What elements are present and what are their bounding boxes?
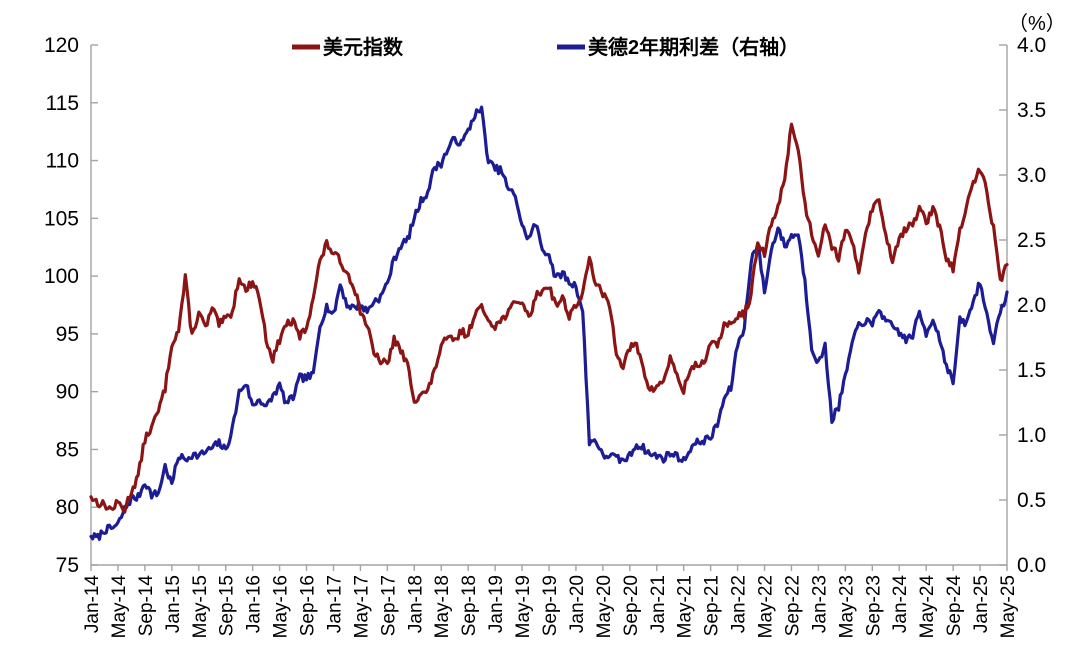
x-axis-tick-label: Sep-23 bbox=[863, 575, 884, 636]
x-axis-tick-label: Sep-15 bbox=[217, 575, 238, 636]
left-axis-tick-label: 120 bbox=[44, 34, 79, 57]
x-axis-tick-label: May-22 bbox=[756, 575, 777, 638]
left-axis-tick-label: 100 bbox=[44, 265, 79, 288]
x-axis-tick-label: Jan-23 bbox=[809, 575, 830, 633]
x-axis-tick-label: Jan-15 bbox=[163, 575, 184, 633]
x-axis-tick-label: May-20 bbox=[594, 575, 615, 638]
series-usd-index-line bbox=[89, 122, 1009, 514]
right-axis-tick-label: 4.0 bbox=[1017, 34, 1046, 57]
x-axis-tick-label: May-25 bbox=[998, 575, 1019, 638]
left-axis-tick-label: 90 bbox=[56, 381, 79, 404]
left-axis-tick-label: 80 bbox=[56, 496, 79, 519]
right-axis-tick-label: 0.5 bbox=[1017, 489, 1046, 512]
x-axis-tick-label: May-23 bbox=[836, 575, 857, 638]
x-axis-tick-label: Jan-20 bbox=[567, 575, 588, 633]
right-axis-tick-label: 1.5 bbox=[1017, 359, 1046, 382]
left-axis-tick-label: 95 bbox=[56, 323, 79, 346]
plot-area: 75 80 85 90 95 100 105 110 115 120 0.0 0.5 1.0 1.5 2.0… bbox=[44, 34, 1046, 638]
left-axis-tick-label: 110 bbox=[46, 150, 79, 173]
x-axis-tick-label: Jan-24 bbox=[890, 575, 911, 634]
x-axis-tick-label: Jan-18 bbox=[405, 575, 426, 633]
x-axis-tick-label: Jan-19 bbox=[486, 575, 507, 633]
x-axis-tick-label: Sep-19 bbox=[540, 575, 561, 636]
left-axis-tick-label: 105 bbox=[44, 207, 79, 230]
right-axis-unit-label: （%） bbox=[1008, 12, 1066, 35]
x-axis-tick-label: Jan-16 bbox=[244, 575, 265, 633]
x-axis-tick-label: May-19 bbox=[513, 575, 534, 638]
legend-label-spread: 美德2年期利差（右轴） bbox=[588, 35, 799, 59]
legend-label-usd-index: 美元指数 bbox=[323, 35, 404, 59]
right-axis-tick-label: 3.0 bbox=[1017, 164, 1046, 187]
right-axis-tick-label: 2.5 bbox=[1017, 229, 1046, 252]
chart-legend: 美元指数 美德2年期利差（右轴） bbox=[292, 35, 799, 59]
x-axis-tick-label: Jan-21 bbox=[648, 575, 669, 633]
x-axis-tick-label: Sep-24 bbox=[944, 575, 965, 637]
series-us-de-2y-spread-line bbox=[89, 105, 1009, 541]
x-axis-tick-label: Sep-21 bbox=[702, 575, 723, 636]
left-axis-tick-label: 115 bbox=[46, 92, 79, 115]
x-axis-tick-label: Sep-22 bbox=[782, 575, 803, 636]
right-axis-tick-label: 3.5 bbox=[1017, 99, 1046, 122]
x-axis-tick-label: May-24 bbox=[917, 575, 938, 639]
x-axis-tick-label: Sep-16 bbox=[298, 575, 319, 636]
right-axis-tick-label: 2.0 bbox=[1017, 294, 1046, 317]
x-axis-tick-label: Sep-20 bbox=[621, 575, 642, 636]
x-axis-tick-label: Jan-17 bbox=[324, 575, 345, 633]
x-axis-tick-label: Jan-25 bbox=[971, 575, 992, 633]
x-axis-tick-label: Sep-14 bbox=[136, 575, 157, 637]
left-axis-tick-label: 85 bbox=[56, 438, 79, 461]
left-axis-tick-label: 75 bbox=[56, 554, 79, 577]
x-axis-tick-label: May-17 bbox=[351, 575, 372, 638]
x-axis-tick-label: Jan-14 bbox=[82, 575, 103, 634]
x-axis-tick-label: Sep-17 bbox=[378, 575, 399, 636]
x-axis-tick-label: May-16 bbox=[271, 575, 292, 638]
x-axis-tick-label: Jan-22 bbox=[729, 575, 750, 633]
right-axis-tick-label: 1.0 bbox=[1017, 424, 1046, 447]
x-axis-tick-label: May-15 bbox=[190, 575, 211, 638]
right-axis-tick-label: 0.0 bbox=[1017, 554, 1046, 577]
x-axis-tick-label: Sep-18 bbox=[459, 575, 480, 636]
x-axis-tick-label: May-18 bbox=[432, 575, 453, 638]
x-axis-tick-label: May-21 bbox=[675, 575, 696, 638]
x-axis-tick-label: May-14 bbox=[109, 575, 130, 639]
